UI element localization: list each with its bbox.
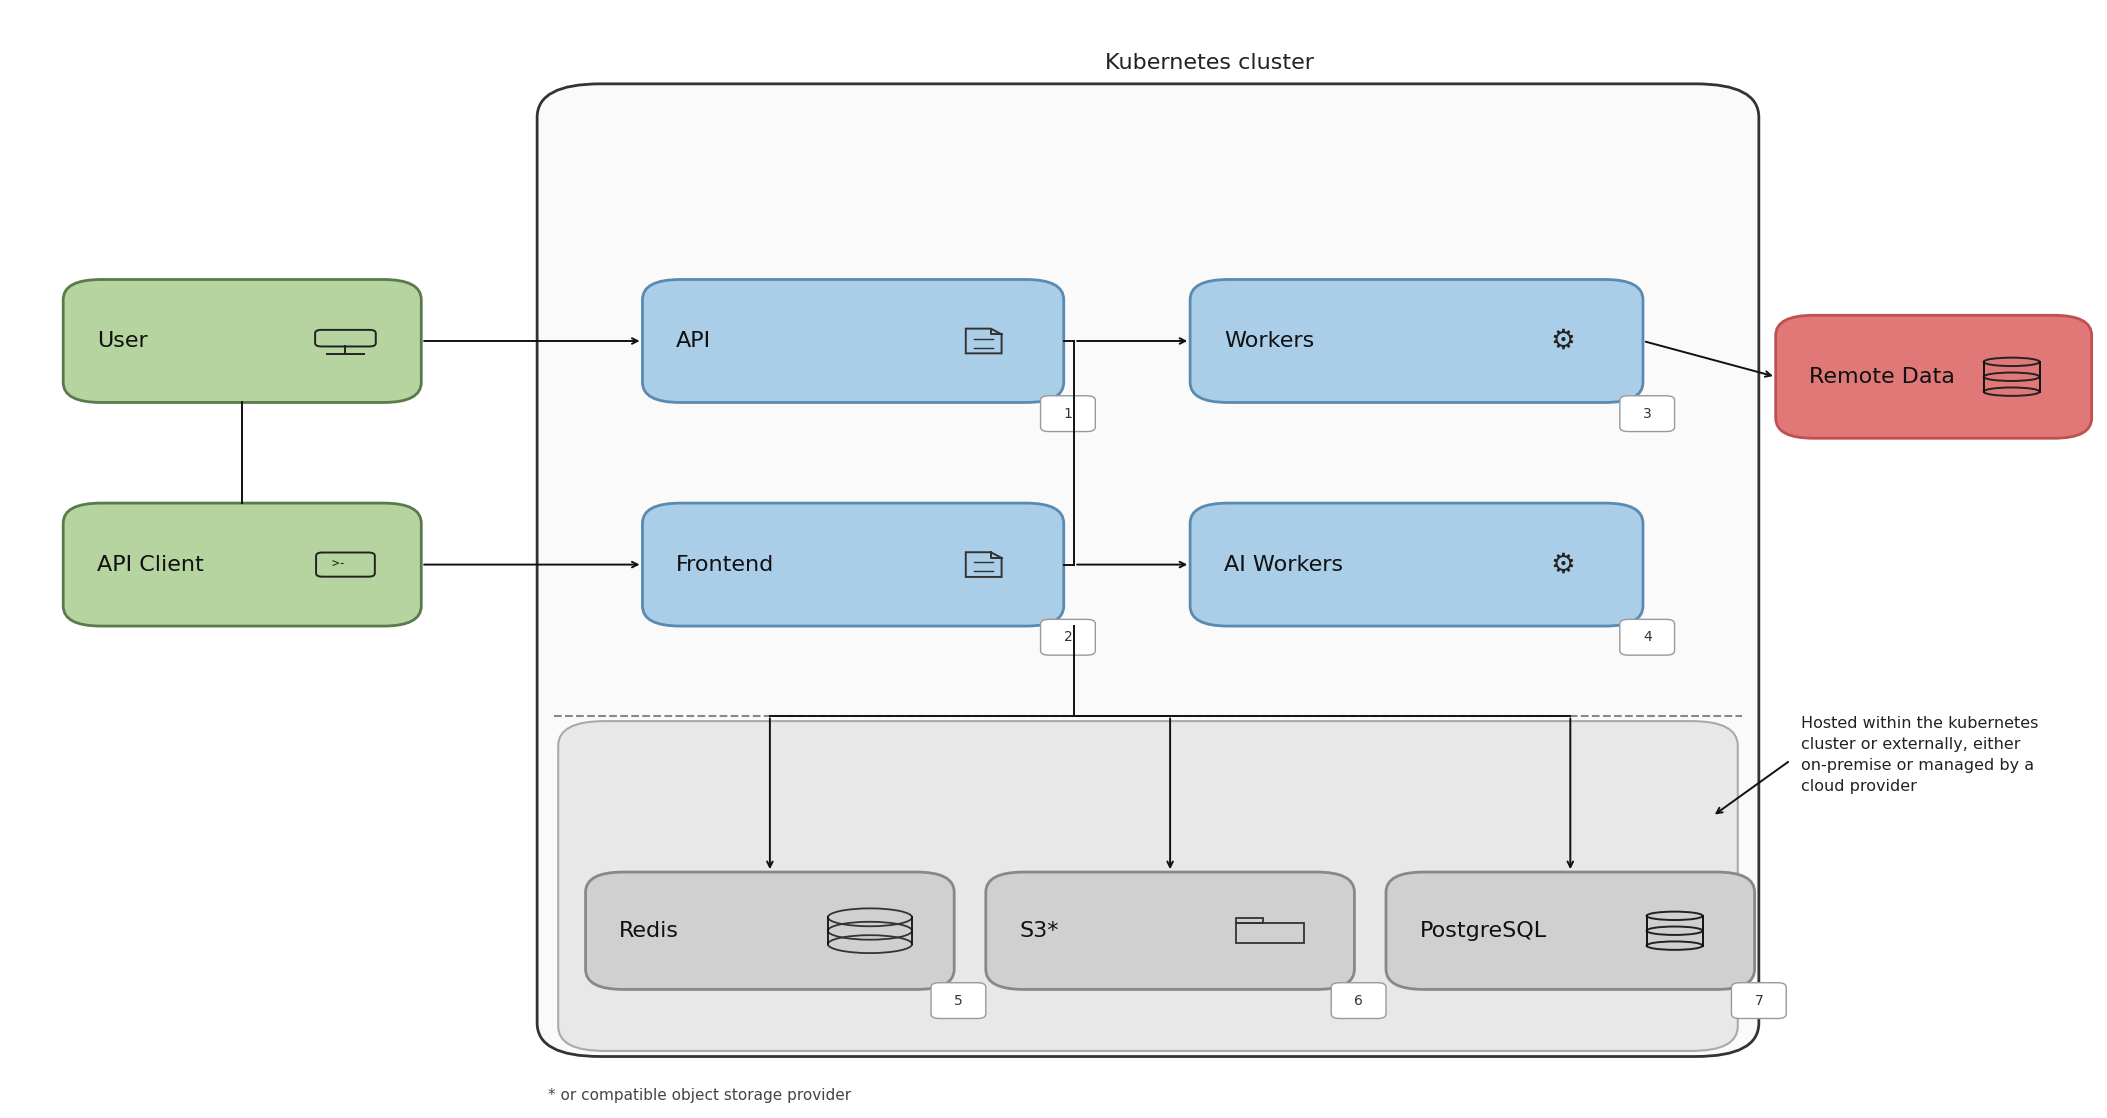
FancyBboxPatch shape [1386,872,1755,989]
Text: Remote Data: Remote Data [1810,367,1955,387]
FancyBboxPatch shape [63,280,421,402]
Text: 3: 3 [1643,407,1652,420]
Text: 2: 2 [1064,631,1072,644]
FancyBboxPatch shape [931,983,986,1018]
Text: API: API [676,331,712,351]
Text: Frontend: Frontend [676,555,775,575]
FancyBboxPatch shape [1620,619,1675,655]
Text: PostgreSQL: PostgreSQL [1420,921,1547,940]
FancyBboxPatch shape [643,503,1064,626]
Text: S3*: S3* [1020,921,1060,940]
FancyBboxPatch shape [643,280,1064,402]
Text: AI Workers: AI Workers [1224,555,1342,575]
Text: User: User [97,331,147,351]
Text: Hosted within the kubernetes
cluster or externally, either
on-premise or managed: Hosted within the kubernetes cluster or … [1801,716,2037,794]
Text: API Client: API Client [97,555,204,575]
Text: Redis: Redis [619,921,678,940]
Text: 1: 1 [1064,407,1072,420]
FancyBboxPatch shape [586,872,954,989]
FancyBboxPatch shape [1776,315,2092,438]
FancyBboxPatch shape [1041,619,1096,655]
FancyBboxPatch shape [63,503,421,626]
FancyBboxPatch shape [986,872,1355,989]
Text: 5: 5 [954,994,963,1007]
FancyBboxPatch shape [537,84,1759,1057]
FancyBboxPatch shape [1190,280,1643,402]
Text: * or compatible object storage provider: * or compatible object storage provider [548,1088,851,1102]
FancyBboxPatch shape [1332,983,1386,1018]
Text: ⚙: ⚙ [1551,550,1576,579]
FancyBboxPatch shape [1041,396,1096,432]
FancyBboxPatch shape [1732,983,1787,1018]
FancyBboxPatch shape [1190,503,1643,626]
FancyBboxPatch shape [1620,396,1675,432]
Text: >-: >- [331,558,348,571]
FancyBboxPatch shape [558,721,1738,1051]
Text: Workers: Workers [1224,331,1315,351]
Text: 6: 6 [1355,994,1363,1007]
Text: 4: 4 [1643,631,1652,644]
Text: ⚙: ⚙ [1551,326,1576,356]
Text: 7: 7 [1755,994,1764,1007]
Text: Kubernetes cluster: Kubernetes cluster [1104,53,1313,73]
